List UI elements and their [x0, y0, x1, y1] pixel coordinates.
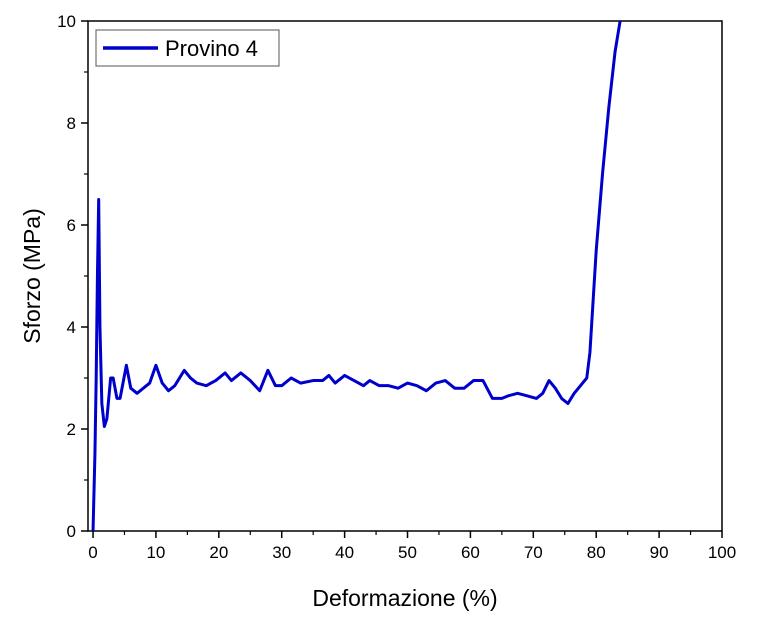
x-tick-label: 100	[708, 543, 736, 562]
y-tick-label: 2	[67, 420, 76, 439]
x-tick-label: 60	[461, 543, 480, 562]
x-tick-label: 40	[335, 543, 354, 562]
x-tick-label: 30	[272, 543, 291, 562]
y-tick-label: 8	[67, 114, 76, 133]
x-tick-label: 90	[650, 543, 669, 562]
x-tick-label: 80	[587, 543, 606, 562]
legend-label: Provino 4	[165, 36, 258, 61]
x-tick-label: 20	[209, 543, 228, 562]
y-tick-label: 6	[67, 216, 76, 235]
y-tick-label: 0	[67, 522, 76, 541]
y-tick-label: 4	[67, 318, 76, 337]
data-line	[91, 21, 622, 531]
x-tick-label: 50	[398, 543, 417, 562]
x-tick-label: 0	[88, 543, 97, 562]
x-tick-label: 10	[146, 543, 165, 562]
y-axis-title: Sforzo (MPa)	[19, 208, 45, 343]
x-tick-label: 70	[524, 543, 543, 562]
y-tick-label: 10	[57, 12, 76, 31]
plot-frame	[87, 20, 723, 532]
x-axis-title: Deformazione (%)	[312, 585, 497, 611]
legend: Provino 4	[95, 29, 280, 67]
